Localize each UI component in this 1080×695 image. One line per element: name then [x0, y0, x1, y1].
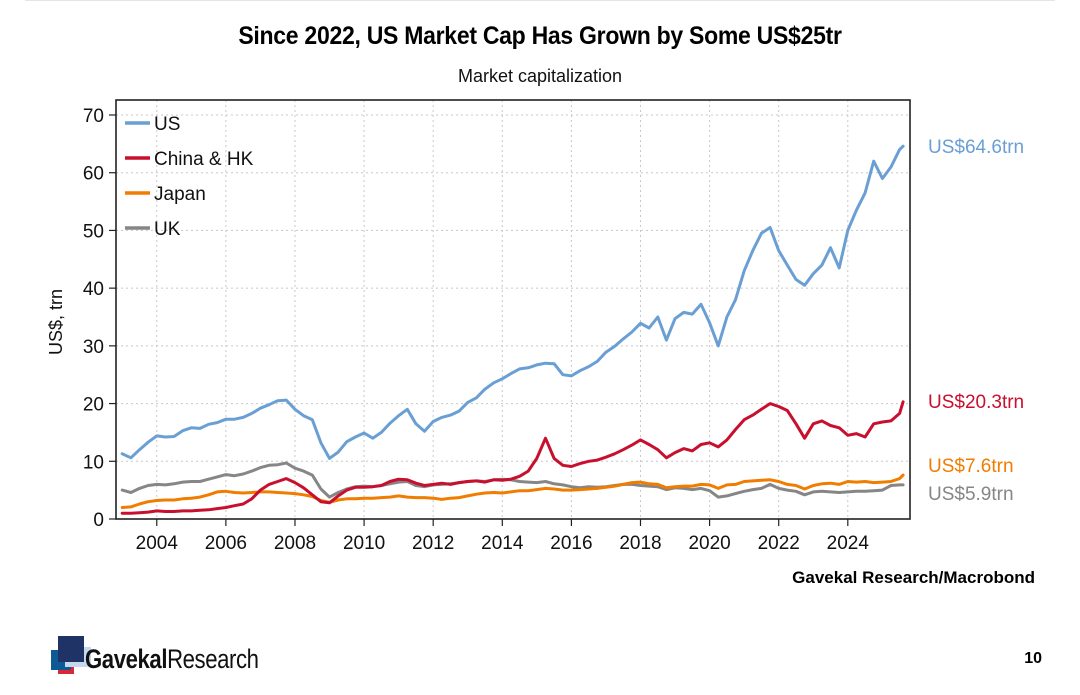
logo-square-navy: [58, 636, 84, 662]
gridlines: [116, 100, 910, 519]
y-tick-label: 60: [83, 164, 104, 185]
x-tick-label: 2022: [758, 533, 800, 554]
logo-wordmark: GavekalResearch: [85, 644, 259, 674]
plot-frame: [115, 99, 911, 520]
x-tick-label: 2010: [343, 533, 385, 554]
market-cap-chart: 0 10 20 30 40 50 60 70 2004 2006 2008 2010 2012 2014…: [46, 99, 1024, 554]
x-tick-label: 2004: [136, 533, 179, 554]
x-tick-label: 2018: [619, 533, 661, 554]
legend-label: China & HK: [154, 149, 254, 170]
gavekal-logo: GavekalResearch: [48, 633, 288, 681]
x-tick-label: 2016: [550, 533, 592, 554]
end-value-label: US$64.6trn: [928, 137, 1024, 158]
x-tick-label: 2006: [205, 533, 247, 554]
end-value-label: US$5.9trn: [928, 484, 1014, 505]
x-tick-label: 2012: [412, 533, 454, 554]
legend: US China & HK Japan UK: [125, 114, 254, 240]
end-labels: US$64.6trn US$20.3trn US$7.6trn US$5.9trn: [928, 137, 1024, 505]
chart-subtitle: Market capitalization: [457, 66, 623, 86]
top-rule: [25, 0, 1055, 1]
x-tick-label: 2024: [827, 533, 870, 554]
source-credit: Gavekal Research/Macrobond: [792, 568, 1035, 587]
series-line-uk: [120, 461, 905, 499]
series-lines: [120, 144, 905, 515]
series-line-china-hk: [120, 400, 905, 515]
y-axis: 0 10 20 30 40 50 60 70: [83, 106, 116, 531]
y-tick-label: 50: [83, 221, 104, 242]
y-tick-label: 0: [93, 510, 104, 531]
footer-bar-navy: [963, 617, 1055, 624]
legend-label: US: [154, 114, 180, 135]
end-value-label: US$20.3trn: [928, 392, 1024, 413]
x-tick-label: 2020: [688, 533, 730, 554]
x-tick-label: 2008: [274, 533, 316, 554]
x-axis: 2004 2006 2008 2010 2012 2014 2016 2018 2020 2022…: [136, 519, 870, 554]
footer-bar-red: [871, 617, 963, 624]
series-line-japan: [120, 473, 905, 509]
legend-label: UK: [154, 219, 181, 240]
y-tick-label: 40: [83, 279, 104, 300]
x-tick-label: 2014: [481, 533, 524, 554]
page-number: 10: [1024, 650, 1042, 667]
y-axis-label: US$, trn: [46, 289, 66, 355]
y-tick-label: 70: [83, 106, 104, 127]
y-tick-label: 10: [83, 452, 104, 473]
chart-title: Since 2022, US Market Cap Has Grown by S…: [238, 22, 842, 50]
y-tick-label: 30: [83, 337, 104, 358]
footer-bar-blue: [778, 617, 871, 624]
footer-bar-light: [25, 617, 778, 624]
end-value-label: US$7.6trn: [928, 456, 1014, 477]
series-line-us: [120, 144, 905, 460]
legend-label: Japan: [154, 184, 206, 205]
y-tick-label: 20: [83, 395, 104, 416]
